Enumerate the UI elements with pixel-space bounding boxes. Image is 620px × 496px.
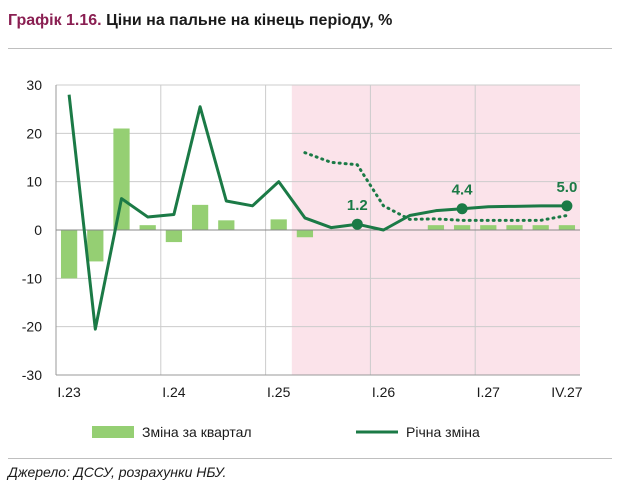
bar <box>87 230 104 262</box>
y-tick-label: 30 <box>26 77 42 93</box>
line-marker <box>351 218 363 230</box>
chart-title-text: Ціни на пальне на кінець періоду, % <box>106 12 393 29</box>
legend-bar-swatch <box>92 426 134 438</box>
x-tick-label: I.23 <box>57 384 81 400</box>
chart-number: Графік 1.16. <box>8 12 102 29</box>
y-tick-label: -20 <box>22 319 42 335</box>
bar <box>427 225 445 230</box>
bar <box>506 225 523 230</box>
bar <box>60 230 78 279</box>
bar <box>532 225 549 230</box>
legend-bar-label: Зміна за квартал <box>142 424 252 440</box>
top-divider <box>8 48 612 49</box>
line-marker <box>456 203 468 215</box>
x-tick-label: I.25 <box>267 384 291 400</box>
bar <box>139 225 156 230</box>
chart-canvas: 30 20 10 0 -10 -20 -30 I.23 I.24 I.25 I.26 I.27 IV.2… <box>22 77 583 440</box>
legend-line-label: Річна зміна <box>406 424 480 440</box>
x-tick-label: I.26 <box>372 384 396 400</box>
bottom-divider <box>8 458 612 459</box>
x-tick-label: I.24 <box>162 384 186 400</box>
bar <box>113 128 130 230</box>
y-tick-label: -30 <box>22 367 42 383</box>
source-note: Джерело: ДССУ, розрахунки НБУ. <box>8 464 227 480</box>
bar <box>558 225 576 230</box>
x-tick-label: I.27 <box>477 384 501 400</box>
y-tick-label: -10 <box>22 270 42 286</box>
x-tick-label: IV.27 <box>551 384 583 400</box>
chart-title: Графік 1.16. Ціни на пальне на кінець пе… <box>8 12 392 30</box>
bar <box>453 225 471 230</box>
data-label: 4.4 <box>452 182 474 199</box>
y-tick-label: 20 <box>26 125 42 141</box>
dotted-line <box>303 151 569 222</box>
annual-change-line <box>67 94 567 331</box>
bar <box>191 204 209 230</box>
bar <box>218 220 235 230</box>
data-label: 1.2 <box>347 197 368 214</box>
line-marker <box>561 200 573 212</box>
bar <box>296 230 314 238</box>
data-label: 5.0 <box>556 179 577 196</box>
y-tick-label: 10 <box>26 174 42 190</box>
bar <box>165 230 183 243</box>
y-tick-label: 0 <box>34 222 42 238</box>
bar <box>270 219 287 230</box>
bar <box>480 225 497 230</box>
